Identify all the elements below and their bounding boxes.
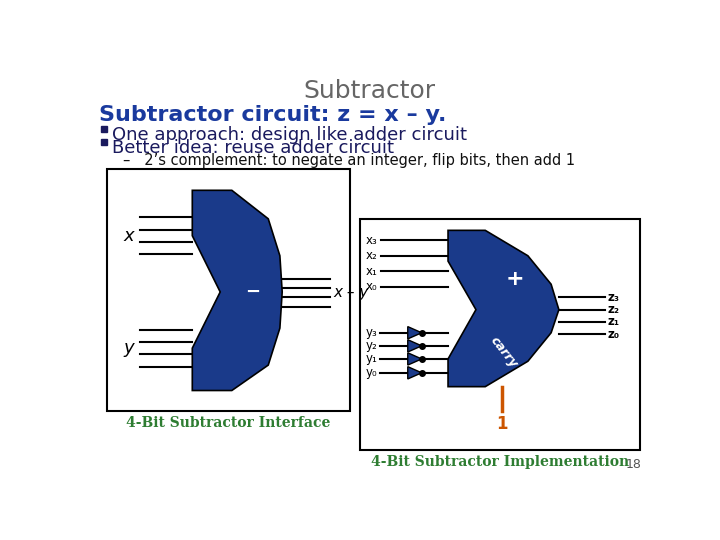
Text: x – y: x – y bbox=[333, 285, 369, 300]
Text: −: − bbox=[246, 283, 261, 301]
Text: +: + bbox=[505, 269, 524, 289]
Text: z₂: z₂ bbox=[608, 303, 620, 316]
Text: 4-Bit Subtractor Implementation: 4-Bit Subtractor Implementation bbox=[371, 455, 629, 469]
Text: Subtractor: Subtractor bbox=[303, 79, 435, 103]
Polygon shape bbox=[408, 367, 422, 379]
Text: x₀: x₀ bbox=[366, 280, 377, 293]
Text: y₃: y₃ bbox=[366, 326, 378, 339]
Text: y₀: y₀ bbox=[366, 366, 377, 379]
Text: y₂: y₂ bbox=[366, 339, 378, 353]
Polygon shape bbox=[408, 353, 422, 365]
Text: Subtractor circuit: z = x – y.: Subtractor circuit: z = x – y. bbox=[99, 105, 446, 125]
Text: x: x bbox=[124, 227, 134, 245]
Text: 1: 1 bbox=[497, 415, 508, 433]
Text: y: y bbox=[124, 339, 134, 357]
Text: x₂: x₂ bbox=[366, 249, 378, 262]
Text: z₀: z₀ bbox=[608, 328, 620, 341]
Text: x₁: x₁ bbox=[366, 265, 378, 278]
Text: x₃: x₃ bbox=[366, 234, 378, 247]
Text: –   2’s complement: to negate an integer, flip bits, then add 1: – 2’s complement: to negate an integer, … bbox=[122, 153, 575, 168]
Text: Better idea: reuse adder circuit: Better idea: reuse adder circuit bbox=[112, 139, 394, 157]
Text: z₁: z₁ bbox=[608, 315, 620, 328]
Text: z₃: z₃ bbox=[608, 291, 620, 304]
Polygon shape bbox=[448, 231, 559, 387]
Bar bbox=[360, 219, 640, 450]
Text: carry: carry bbox=[487, 334, 520, 370]
Text: 4-Bit Subtractor Interface: 4-Bit Subtractor Interface bbox=[126, 416, 330, 430]
Bar bbox=[107, 168, 350, 411]
Polygon shape bbox=[408, 340, 422, 352]
Polygon shape bbox=[408, 327, 422, 339]
Text: One approach: design like adder circuit: One approach: design like adder circuit bbox=[112, 126, 467, 144]
Polygon shape bbox=[192, 190, 282, 390]
Text: 18: 18 bbox=[626, 458, 642, 471]
Text: y₁: y₁ bbox=[366, 353, 378, 366]
